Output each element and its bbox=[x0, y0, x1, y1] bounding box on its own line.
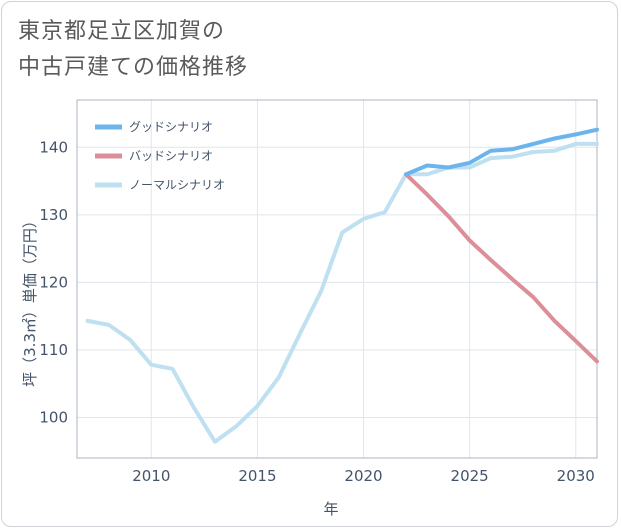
legend-label: バッドシナリオ bbox=[129, 149, 213, 163]
y-tick-label: 130 bbox=[39, 206, 68, 224]
grid bbox=[77, 100, 597, 458]
y-tick-label: 120 bbox=[39, 273, 68, 291]
plot-area bbox=[76, 99, 598, 459]
tick-labels: 2010 2015 2020 2025 2030 100 110 120 130 140 bbox=[39, 138, 595, 485]
x-tick-label: 2030 bbox=[557, 467, 595, 485]
y-tick-label: 110 bbox=[39, 341, 68, 359]
legend-label: ノーマルシナリオ bbox=[129, 178, 225, 192]
series-line-1 bbox=[404, 172, 599, 364]
chart-title: 東京都足立区加賀の 中古戸建ての価格推移 bbox=[18, 14, 248, 86]
x-axis-title: 年 bbox=[323, 500, 338, 518]
series-line-2 bbox=[85, 141, 599, 444]
chart-title-line-1: 東京都足立区加賀の bbox=[18, 19, 226, 44]
x-tick-label: 2025 bbox=[451, 467, 489, 485]
series-lines bbox=[85, 127, 599, 444]
legend-label: グッドシナリオ bbox=[129, 120, 213, 134]
x-tick-label: 2015 bbox=[238, 467, 276, 485]
chart-title-line-2: 中古戸建ての価格推移 bbox=[18, 55, 249, 80]
x-tick-label: 2020 bbox=[344, 467, 382, 485]
x-tick-label: 2010 bbox=[132, 467, 170, 485]
series-line-0 bbox=[404, 127, 599, 177]
y-axis-title: 坪（3.3㎡）単価（万円） bbox=[21, 213, 39, 387]
y-tick-label: 100 bbox=[39, 408, 68, 426]
y-tick-label: 140 bbox=[39, 138, 68, 156]
